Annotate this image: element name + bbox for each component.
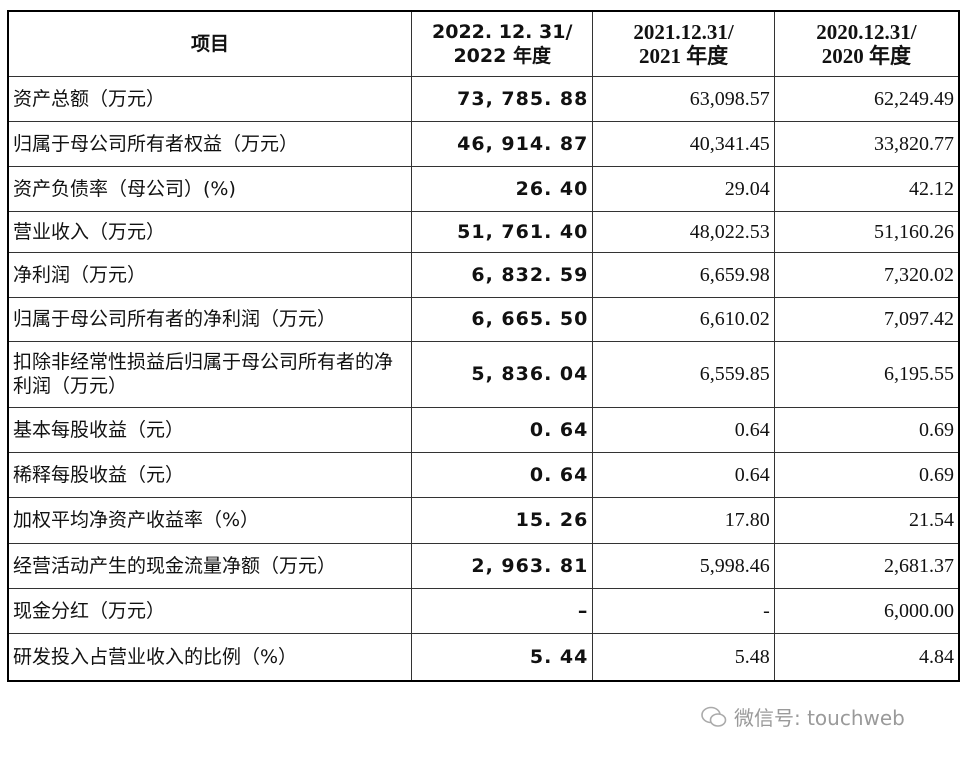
cell-value: 5, 836. 04: [411, 340, 594, 408]
cell-value: 17.80: [592, 496, 775, 544]
cell-value: 33,820.77: [773, 120, 960, 167]
cell-value: 0.69: [773, 451, 960, 498]
data-row: 净利润（万元） 6, 832. 59 6,659.98 7,320.02: [7, 251, 960, 298]
data-row: 资产总额（万元） 73, 785. 88 63,098.57 62,249.49: [7, 75, 960, 122]
row-label: 资产负债率（母公司）(%): [7, 165, 413, 212]
wechat-icon: [701, 706, 727, 727]
data-row: 现金分红（万元） – -6,000.00: [7, 587, 960, 634]
header-line: 2020 年度: [821, 43, 911, 68]
header-cell: 2021.12.31/2021 年度: [592, 10, 775, 77]
header-line: 项目: [191, 32, 230, 55]
data-row: 营业收入（万元） 51, 761. 40 48,022.53 51,160.26: [7, 210, 960, 253]
row-label: 经营活动产生的现金流量净额（万元）: [7, 542, 413, 589]
cell-value: 6,610.02: [592, 296, 775, 342]
header-line: 2021 年度: [638, 43, 729, 68]
data-row: 资产负债率（母公司）(%) 26. 40 29.04 42.12: [7, 165, 960, 212]
cell-value: 42.12: [773, 165, 960, 212]
cell-value: 51,160.26: [773, 210, 960, 253]
data-row: 扣除非经常性损益后归属于母公司所有者的净利润（万元） 5, 836. 04 6,55…: [7, 340, 960, 408]
row-label: 营业收入（万元）: [7, 210, 413, 253]
data-row: 基本每股收益（元） 0. 64 0.64 0.69: [7, 406, 960, 453]
header-line: 2022. 12. 31/: [432, 20, 573, 43]
cell-value: 0.64: [592, 406, 775, 453]
cell-value: –: [411, 587, 594, 634]
cell-value: 29.04: [592, 165, 775, 212]
data-row: 稀释每股收益（元） 0. 64 0.64 0.69: [7, 451, 960, 498]
data-row: 加权平均净资产收益率（%） 15. 26 17.80 21.54: [7, 496, 960, 544]
cell-value: 7,320.02: [773, 251, 960, 298]
row-label: 研发投入占营业收入的比例（%）: [7, 632, 413, 682]
cell-value: 6, 665. 50: [411, 296, 594, 342]
cell-value: 6,559.85: [592, 340, 775, 408]
row-label: 现金分红（万元）: [7, 587, 413, 634]
cell-value: 51, 761. 40: [411, 210, 594, 253]
header-cell: 2020.12.31/2020 年度: [773, 10, 960, 77]
cell-value: 48,022.53: [592, 210, 775, 253]
data-row: 研发投入占营业收入的比例（%） 5. 44 5.48 4.84: [7, 632, 960, 682]
cell-value: 2,681.37: [773, 542, 960, 589]
watermark: 微信号: touchweb: [700, 702, 905, 731]
cell-value: 40,341.45: [592, 120, 775, 167]
cell-value: 0.64: [592, 451, 775, 498]
row-label: 资产总额（万元）: [7, 75, 413, 122]
cell-value: 15. 26: [411, 496, 594, 544]
data-row: 归属于母公司所有者权益（万元） 46, 914. 87 40,341.45 33,82…: [7, 120, 960, 167]
cell-value: 7,097.42: [773, 296, 960, 342]
cell-value: 6,659.98: [592, 251, 775, 298]
cell-value: 21.54: [773, 496, 960, 544]
cell-value: 0. 64: [411, 406, 594, 453]
row-label: 净利润（万元）: [7, 251, 413, 298]
cell-value: -: [592, 587, 775, 634]
cell-value: 5.48: [592, 632, 775, 682]
cell-value: 62,249.49: [773, 75, 960, 122]
header-line: 2022 年度: [453, 44, 551, 67]
header-cell: 项目: [7, 10, 413, 77]
cell-value: 6,000.00: [773, 587, 960, 634]
row-label: 归属于母公司所有者权益（万元）: [7, 120, 413, 167]
data-row: 经营活动产生的现金流量净额（万元） 2, 963. 81 5,998.46 2,681…: [7, 542, 960, 589]
cell-value: 5,998.46: [592, 542, 775, 589]
cell-value: 5. 44: [411, 632, 594, 682]
cell-value: 0. 64: [411, 451, 594, 498]
watermark-text: 微信号: touchweb: [734, 706, 905, 730]
cell-value: 4.84: [773, 632, 960, 682]
cell-value: 6, 832. 59: [411, 251, 594, 298]
cell-value: 6,195.55: [773, 340, 960, 408]
row-label: 扣除非经常性损益后归属于母公司所有者的净利润（万元）: [7, 340, 413, 408]
financial-table: 项目 2022. 12. 31/2022 年度 2021.12.31/2021 年度…: [7, 10, 960, 682]
cell-value: 0.69: [773, 406, 960, 453]
header-cell: 2022. 12. 31/2022 年度: [411, 10, 594, 77]
header-line: 2021.12.31/: [633, 19, 734, 44]
cell-value: 46, 914. 87: [411, 120, 594, 167]
cell-value: 73, 785. 88: [411, 75, 594, 122]
header-row: 项目 2022. 12. 31/2022 年度 2021.12.31/2021 年度…: [7, 10, 960, 77]
header-line: 2020.12.31/: [816, 19, 917, 44]
row-label: 归属于母公司所有者的净利润（万元）: [7, 296, 413, 342]
row-label: 加权平均净资产收益率（%）: [7, 496, 413, 544]
row-label: 稀释每股收益（元）: [7, 451, 413, 498]
cell-value: 63,098.57: [592, 75, 775, 122]
cell-value: 2, 963. 81: [411, 542, 594, 589]
row-label: 基本每股收益（元）: [7, 406, 413, 453]
cell-value: 26. 40: [411, 165, 594, 212]
data-row: 归属于母公司所有者的净利润（万元） 6, 665. 50 6,610.02 7,097…: [7, 296, 960, 342]
